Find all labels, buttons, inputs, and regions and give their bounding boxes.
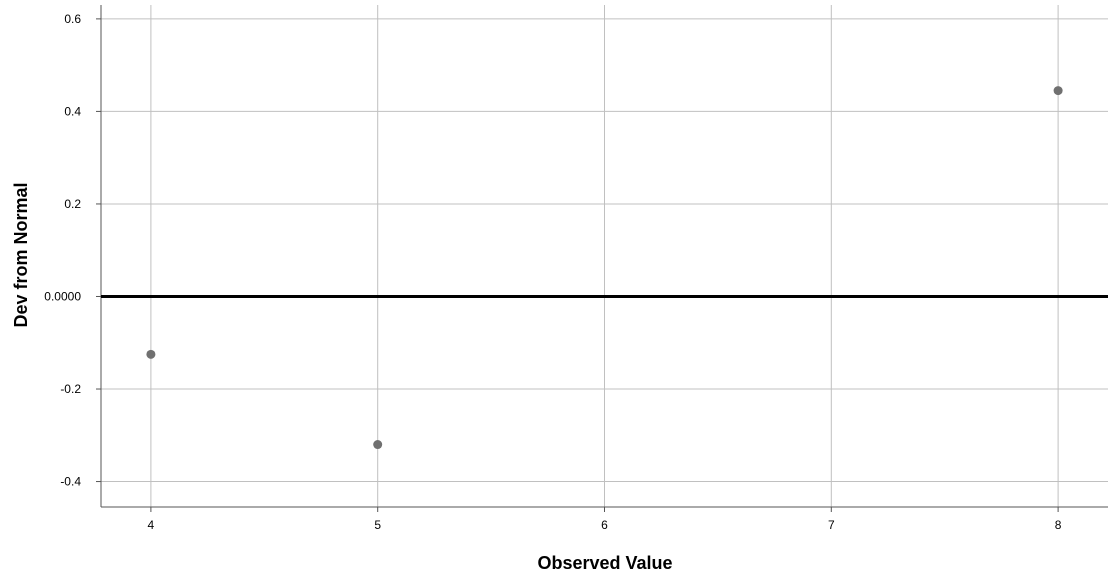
y-tick-label: -0.2	[60, 382, 81, 396]
y-tick-label: 0.6	[64, 12, 81, 26]
data-points	[146, 86, 1063, 450]
axes	[96, 5, 1108, 512]
x-tick-label: 8	[1055, 518, 1062, 532]
y-axis-title: Dev from Normal	[11, 182, 31, 327]
data-point	[1053, 86, 1063, 96]
x-tick-label: 4	[148, 518, 155, 532]
x-tick-label: 5	[374, 518, 381, 532]
y-tick-label: -0.4	[60, 475, 81, 489]
x-tick-label: 7	[828, 518, 835, 532]
y-tick-label: 0.2	[64, 197, 81, 211]
y-tick-label: 0.4	[64, 104, 81, 118]
data-point	[373, 440, 383, 450]
x-axis-title: Observed Value	[537, 553, 672, 573]
data-point	[146, 349, 156, 359]
grid-lines	[101, 5, 1108, 507]
tick-labels: 4 5 6 7 8 0.6 0.4 0.2 0.0000 -0.2 -0.4	[44, 12, 1061, 532]
x-tick-label: 6	[601, 518, 608, 532]
y-tick-label: 0.0000	[44, 289, 81, 303]
